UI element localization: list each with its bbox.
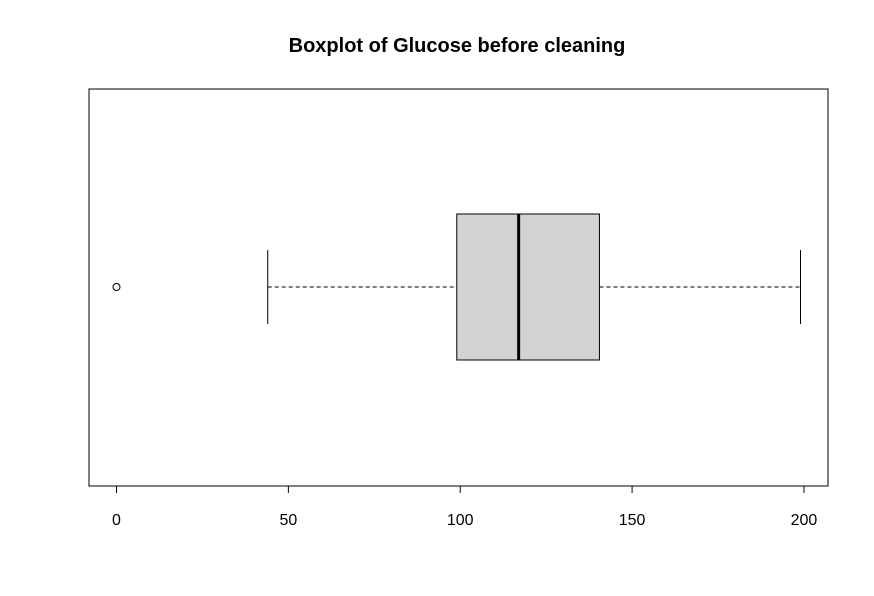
x-tick-label: 150 (619, 512, 646, 529)
outlier-point (112, 283, 121, 291)
x-tick-label: 100 (447, 512, 474, 529)
x-tick-label: 200 (791, 512, 818, 529)
iqr-box (456, 213, 600, 361)
chart-title: Boxplot of Glucose before cleaning (289, 35, 626, 57)
x-tick-label: 50 (279, 512, 297, 529)
plot-layer (112, 213, 802, 361)
x-axis: 0 50 100 150 200 (112, 485, 818, 529)
x-tick-label: 0 (112, 512, 121, 529)
